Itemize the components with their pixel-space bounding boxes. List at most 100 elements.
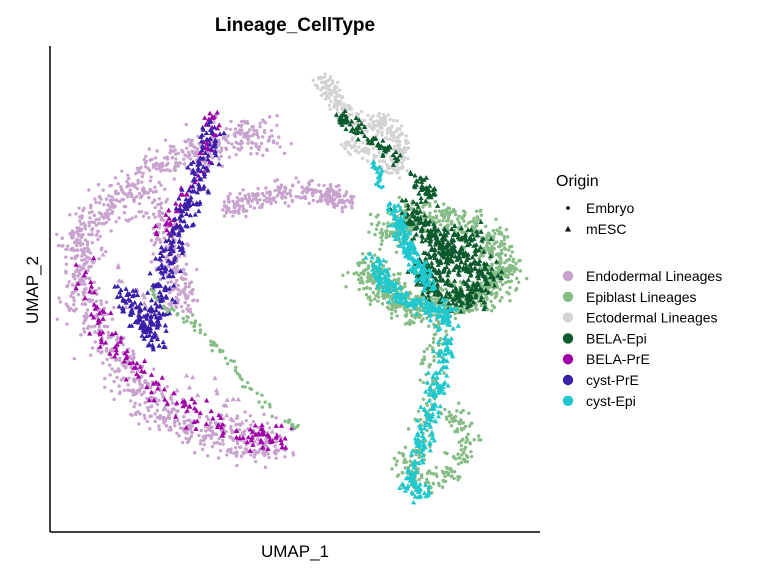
embryo-point	[427, 365, 431, 369]
embryo-point	[390, 124, 394, 128]
embryo-point	[134, 214, 138, 219]
embryo-point	[113, 358, 118, 362]
embryo-point	[510, 272, 515, 276]
embryo-point	[233, 209, 237, 214]
mesc-point	[221, 402, 227, 408]
embryo-point	[93, 330, 97, 334]
embryo-point	[367, 230, 371, 234]
embryo-point	[112, 305, 116, 310]
embryo-point	[399, 156, 404, 161]
embryo-point	[189, 289, 193, 293]
embryo-point	[385, 305, 390, 309]
embryo-point	[365, 159, 370, 163]
mesc-point	[91, 302, 97, 307]
mesc-point	[418, 195, 424, 201]
embryo-point	[322, 80, 326, 84]
embryo-point	[110, 195, 114, 199]
mesc-point	[427, 313, 433, 318]
embryo-point	[453, 316, 458, 321]
mesc-point	[162, 396, 168, 402]
embryo-point	[175, 264, 180, 269]
embryo-point	[455, 409, 459, 413]
embryo-point	[132, 389, 136, 394]
embryo-point	[256, 186, 260, 191]
embryo-point	[87, 256, 92, 261]
embryo-point	[498, 287, 502, 292]
embryo-point	[478, 438, 483, 442]
mesc-point	[148, 389, 155, 395]
embryo-point	[138, 170, 142, 174]
embryo-point	[457, 456, 461, 460]
mesc-point	[401, 484, 407, 489]
embryo-point	[318, 195, 323, 200]
mesc-point	[462, 260, 469, 266]
embryo-point	[151, 289, 156, 293]
mesc-point	[440, 239, 446, 245]
embryo-point	[469, 454, 474, 459]
embryo-point	[431, 216, 435, 220]
embryo-point	[58, 300, 63, 304]
mesc-point	[138, 368, 145, 374]
embryo-point	[340, 200, 344, 205]
mesc-point	[164, 400, 171, 406]
mesc-point	[402, 230, 408, 235]
embryo-point	[395, 136, 399, 140]
mesc-point	[417, 481, 423, 487]
embryo-point	[437, 209, 442, 213]
embryo-point	[76, 293, 81, 297]
mesc-point	[173, 200, 179, 206]
embryo-point	[356, 277, 361, 282]
embryo-point	[445, 333, 449, 337]
mesc-point	[205, 167, 211, 173]
mesc-point	[89, 231, 95, 236]
mesc-point	[157, 256, 163, 262]
embryo-point	[92, 213, 97, 218]
embryo-point	[444, 287, 448, 292]
mesc-point	[198, 150, 204, 156]
embryo-point	[504, 280, 508, 285]
embryo-point	[161, 415, 166, 420]
mesc-point	[440, 301, 446, 307]
embryo-point	[413, 417, 417, 422]
embryo-point	[240, 123, 244, 128]
mesc-point	[445, 350, 452, 355]
mesc-point	[418, 428, 425, 434]
mesc-point	[460, 300, 466, 306]
embryo-point	[435, 474, 439, 479]
embryo-point	[80, 254, 84, 258]
embryo-point	[264, 147, 269, 152]
embryo-point	[244, 136, 249, 140]
embryo-point	[90, 346, 95, 350]
embryo-point	[296, 180, 301, 184]
mesc-point	[174, 387, 180, 393]
mesc-point	[154, 324, 160, 330]
embryo-point	[208, 420, 213, 425]
embryo-point	[100, 246, 104, 250]
mesc-point	[152, 223, 159, 229]
embryo-point	[126, 383, 130, 387]
embryo-point	[291, 451, 295, 455]
mesc-point	[197, 410, 203, 416]
mesc-point	[164, 295, 170, 300]
mesc-point	[289, 425, 295, 430]
embryo-point	[168, 151, 172, 155]
mesc-point	[433, 268, 439, 273]
mesc-point	[429, 391, 435, 397]
embryo-point	[241, 188, 245, 192]
embryo-point	[170, 401, 175, 405]
embryo-point	[140, 174, 145, 179]
mesc-point	[92, 306, 98, 311]
embryo-point	[245, 133, 249, 137]
mesc-point	[436, 267, 442, 273]
embryo-point	[287, 204, 291, 208]
mesc-point	[396, 235, 402, 241]
embryo-point	[168, 396, 173, 401]
mesc-point	[435, 327, 441, 332]
embryo-point	[263, 465, 268, 469]
mesc-point	[458, 285, 464, 291]
mesc-point	[164, 220, 170, 225]
embryo-point	[459, 444, 464, 448]
mesc-point	[414, 201, 420, 207]
mesc-point	[87, 288, 93, 294]
mesc-point	[481, 306, 487, 312]
